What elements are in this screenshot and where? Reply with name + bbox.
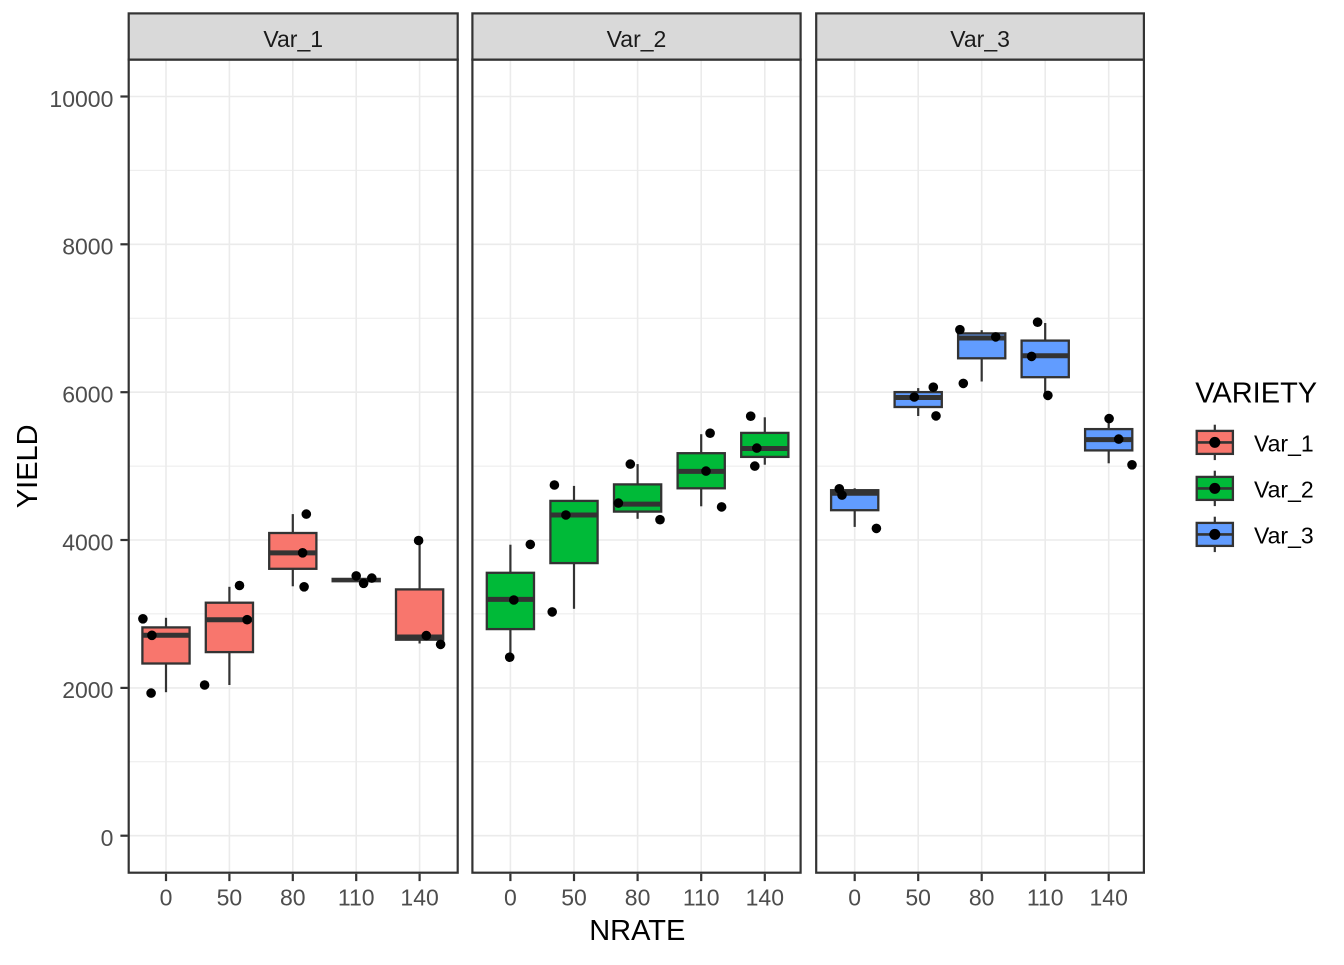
svg-text:140: 140 [746, 885, 784, 911]
svg-text:80: 80 [280, 885, 306, 911]
svg-text:0: 0 [848, 885, 861, 911]
svg-text:VARIETY: VARIETY [1195, 377, 1317, 409]
svg-text:50: 50 [905, 885, 931, 911]
svg-text:YIELD: YIELD [12, 424, 44, 508]
svg-text:Var_2: Var_2 [607, 26, 667, 52]
svg-text:6000: 6000 [62, 382, 113, 408]
svg-text:140: 140 [400, 885, 438, 911]
svg-text:2000: 2000 [62, 677, 113, 703]
svg-text:0: 0 [160, 885, 173, 911]
svg-text:50: 50 [561, 885, 587, 911]
svg-text:80: 80 [969, 885, 995, 911]
svg-text:Var_2: Var_2 [1254, 477, 1314, 503]
svg-text:0: 0 [504, 885, 517, 911]
svg-text:110: 110 [1027, 885, 1064, 911]
svg-text:NRATE: NRATE [589, 915, 685, 947]
svg-text:4000: 4000 [62, 529, 113, 555]
svg-text:140: 140 [1090, 885, 1128, 911]
svg-text:80: 80 [625, 885, 651, 911]
svg-text:Var_3: Var_3 [950, 26, 1010, 52]
svg-text:110: 110 [683, 885, 720, 911]
svg-text:Var_3: Var_3 [1254, 523, 1314, 549]
svg-text:8000: 8000 [62, 234, 113, 260]
svg-text:110: 110 [338, 885, 375, 911]
svg-text:10000: 10000 [49, 86, 113, 112]
svg-text:Var_1: Var_1 [1254, 431, 1314, 457]
svg-text:0: 0 [101, 825, 114, 851]
svg-text:50: 50 [217, 885, 243, 911]
svg-text:Var_1: Var_1 [263, 26, 323, 52]
